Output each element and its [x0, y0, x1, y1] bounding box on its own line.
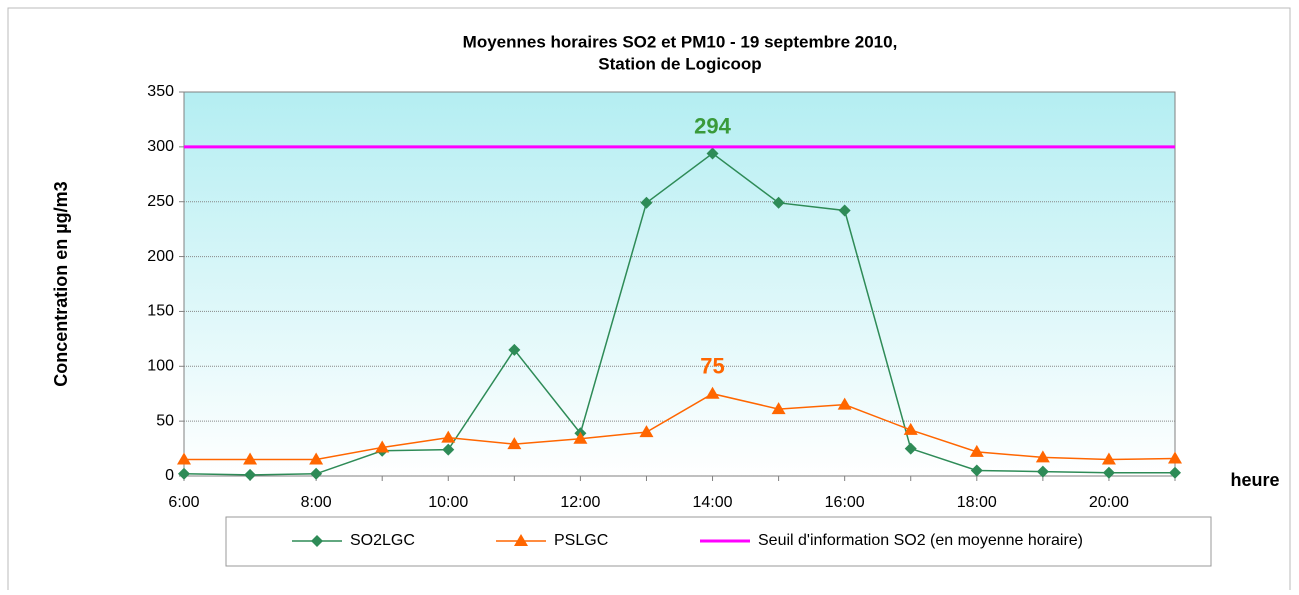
marker [441, 430, 456, 443]
marker [1169, 466, 1181, 479]
x-tick-label: 20:00 [1089, 494, 1129, 511]
y-tick-label: 100 [147, 358, 174, 375]
marker [904, 442, 917, 455]
y-tick-label: 150 [147, 303, 174, 320]
marker [309, 452, 324, 465]
marker [507, 437, 522, 450]
data-label: 294 [694, 113, 731, 138]
marker [837, 397, 852, 410]
y-tick-label: 300 [147, 138, 174, 155]
chart-subtitle: Station de Logicoop [598, 54, 761, 73]
chart-title: Moyennes horaires SO2 et PM10 - 19 septe… [463, 32, 898, 51]
x-tick-label: 14:00 [693, 494, 733, 511]
legend-label: Seuil d'information SO2 (en moyenne hora… [758, 532, 1083, 549]
x-tick-label: 8:00 [301, 494, 332, 511]
marker [639, 425, 654, 438]
marker [640, 196, 653, 209]
series-line [184, 392, 1176, 461]
legend-label: PSLGC [554, 532, 608, 549]
y-tick-label: 0 [165, 467, 174, 484]
marker [705, 386, 720, 399]
x-tick-label: 18:00 [957, 494, 997, 511]
x-tick-label: 6:00 [168, 494, 199, 511]
plot-area [183, 91, 1176, 477]
marker [1101, 452, 1116, 465]
x-tick-label: 16:00 [825, 494, 865, 511]
marker [1168, 451, 1182, 464]
marker [1102, 466, 1115, 479]
y-tick-label: 250 [147, 193, 174, 210]
marker [310, 467, 323, 480]
x-tick-label: 10:00 [428, 494, 468, 511]
series-line [183, 152, 1175, 476]
x-axis-label: heure [1230, 470, 1279, 490]
marker [969, 444, 984, 457]
y-tick-label: 50 [156, 412, 174, 429]
marker [573, 431, 588, 444]
marker [1036, 465, 1049, 478]
y-axis-label: Concentration en µg/m3 [51, 181, 71, 386]
y-tick-label: 200 [147, 248, 174, 265]
marker [771, 402, 786, 415]
marker [177, 452, 191, 465]
marker [970, 464, 983, 477]
legend-label: SO2LGC [350, 532, 415, 549]
marker [243, 452, 258, 465]
marker [442, 443, 455, 456]
marker [706, 147, 719, 160]
chart-frame [7, 7, 1291, 595]
marker [838, 204, 851, 217]
marker [244, 468, 257, 481]
marker [178, 467, 190, 480]
data-label: 75 [700, 354, 724, 379]
marker [514, 534, 528, 546]
y-tick-label: 350 [147, 83, 174, 100]
marker [375, 440, 390, 453]
x-tick-label: 12:00 [560, 494, 600, 511]
marker [1035, 450, 1050, 463]
marker [903, 422, 918, 435]
marker [508, 343, 521, 356]
marker [772, 196, 785, 209]
marker [311, 535, 323, 547]
